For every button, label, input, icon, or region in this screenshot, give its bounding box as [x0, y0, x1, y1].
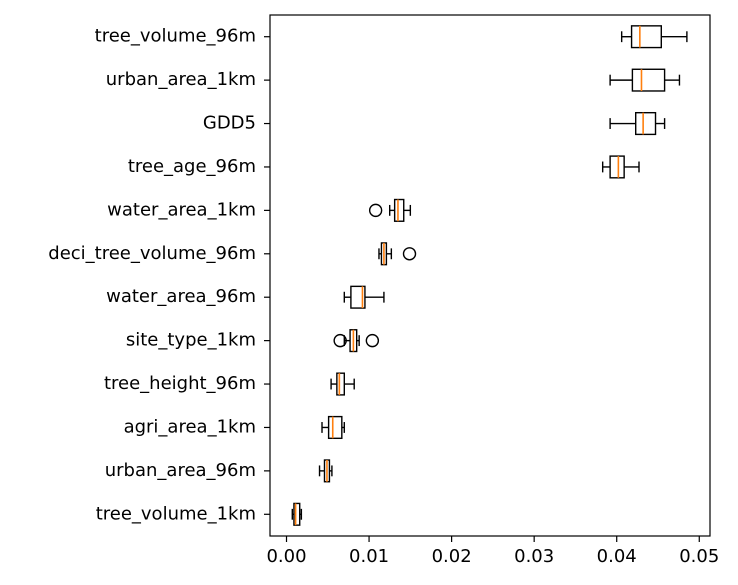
x-tick-label: 0.03 — [514, 546, 554, 567]
box-GDD5 — [609, 111, 666, 136]
box-site_type_1km — [333, 329, 380, 353]
y-tick-label: deci_tree_volume_96m — [48, 243, 256, 264]
y-tick-label: tree_volume_1km — [96, 503, 256, 524]
y-tick-label: urban_area_1km — [106, 69, 256, 90]
flier-point — [368, 203, 383, 218]
box-tree_height_96m — [330, 372, 355, 396]
box-iqr — [336, 372, 345, 396]
y-tick-label: tree_age_96m — [128, 156, 256, 177]
box-iqr — [631, 68, 666, 92]
flier-point — [333, 333, 347, 348]
x-tick-label: 0.02 — [432, 546, 472, 567]
plot-area — [269, 14, 711, 537]
box-urban_area_1km — [609, 68, 681, 92]
x-tick-label: 0.00 — [266, 546, 306, 567]
box-iqr — [293, 502, 301, 526]
box-agri_area_1km — [321, 415, 345, 440]
x-tick-label: 0.01 — [349, 546, 389, 567]
box-iqr — [609, 155, 625, 179]
y-tick-label: site_type_1km — [126, 330, 256, 351]
y-tick-label: tree_volume_96m — [95, 26, 256, 47]
y-tick-label: water_area_96m — [106, 286, 256, 307]
box-iqr — [327, 415, 343, 440]
y-tick-label: GDD5 — [203, 113, 256, 134]
box-water_area_96m — [343, 285, 385, 309]
plot-frame — [269, 14, 711, 537]
box-iqr — [635, 111, 657, 136]
box-tree_volume_1km — [291, 502, 303, 526]
x-tick-label: 0.05 — [679, 546, 719, 567]
box-tree_volume_96m — [620, 25, 688, 49]
box-iqr — [630, 25, 662, 49]
boxplot-series — [291, 25, 688, 526]
y-tick-label: tree_height_96m — [104, 373, 256, 394]
y-tick-label: urban_area_96m — [105, 460, 256, 481]
x-tick-label: 0.04 — [597, 546, 637, 567]
y-tick-label: water_area_1km — [107, 199, 256, 220]
box-iqr — [393, 198, 405, 222]
flier-point — [365, 333, 380, 348]
y-tick-label: agri_area_1km — [124, 416, 256, 437]
y-axis-ticks: tree_volume_96m urban_area_1km GDD5 tree_ag… — [48, 26, 270, 524]
flier-point — [402, 247, 417, 261]
box-urban_area_96m — [318, 459, 333, 483]
box-water_area_1km — [368, 198, 412, 222]
box-tree_age_96m — [601, 155, 640, 179]
x-axis-ticks: 0.00 0.01 0.02 0.03 0.04 0.05 — [266, 536, 719, 567]
box-iqr — [350, 285, 366, 309]
box-deci_tree_volume_96m — [378, 242, 417, 266]
